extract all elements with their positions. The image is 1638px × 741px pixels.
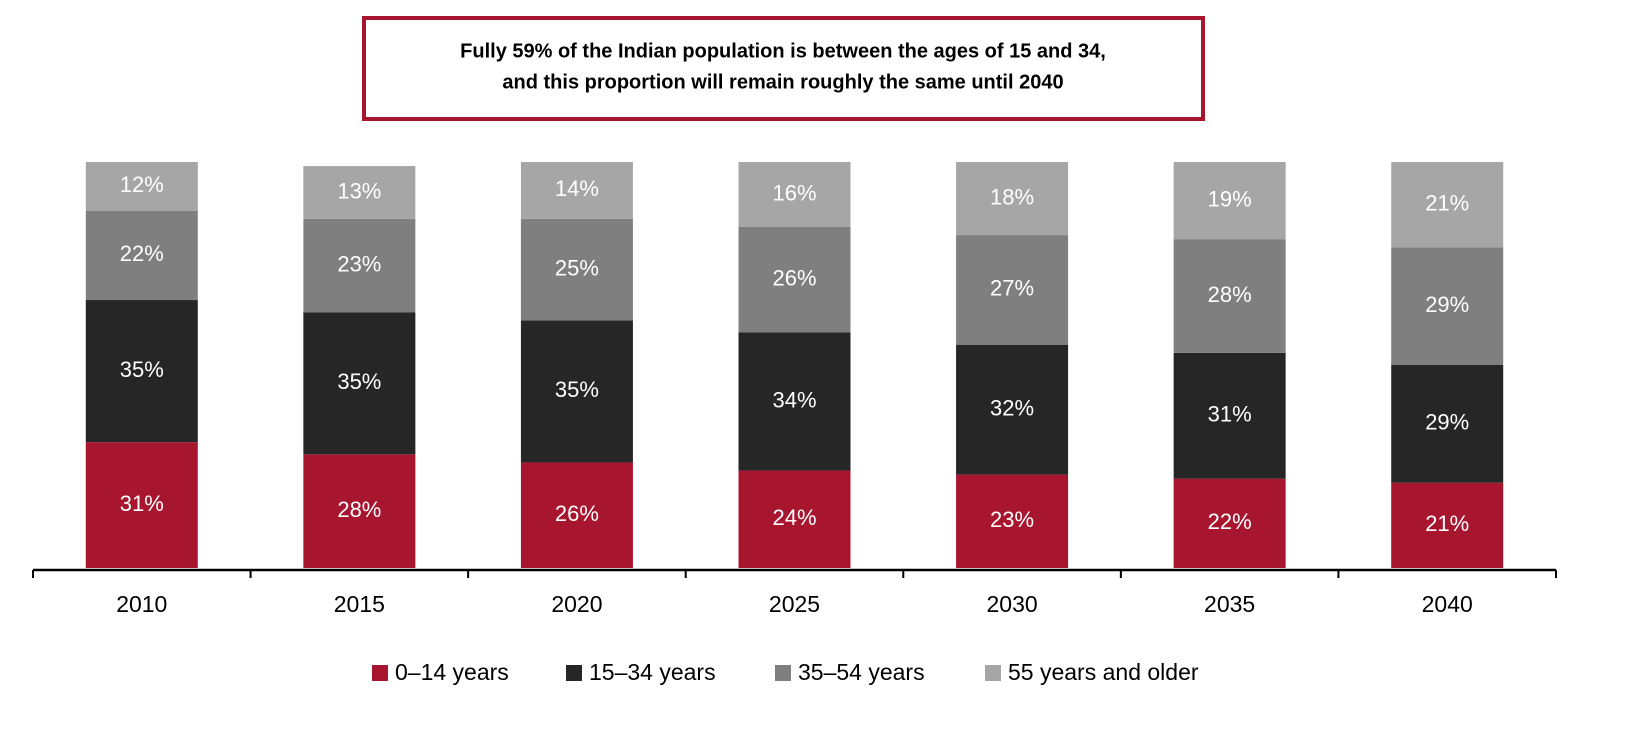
bar-segment [1173, 352, 1286, 479]
data-label: 12% [120, 172, 164, 197]
data-label: 35% [337, 369, 381, 394]
data-label: 31% [120, 491, 164, 516]
bar-segment [738, 162, 851, 227]
data-label: 26% [772, 266, 816, 291]
data-label: 22% [120, 241, 164, 266]
x-tick-label: 2030 [986, 591, 1037, 617]
bar-segment [85, 162, 198, 211]
legend-label: 35–54 years [798, 659, 925, 685]
data-label: 24% [772, 505, 816, 530]
data-label: 31% [1208, 402, 1252, 427]
legend-label: 55 years and older [1008, 659, 1199, 685]
legend-swatch [372, 665, 388, 681]
legend-swatch [566, 665, 582, 681]
bar-segment [1391, 482, 1504, 568]
bar-segment [85, 300, 198, 443]
bar-segment [303, 454, 416, 568]
bar-segment [1391, 365, 1504, 483]
data-label: 21% [1425, 190, 1469, 215]
data-label: 27% [990, 276, 1034, 301]
legend-swatch [775, 665, 791, 681]
bar-segment [1391, 247, 1504, 365]
data-label: 18% [990, 184, 1034, 209]
bar-segment [738, 226, 851, 333]
legend-label: 15–34 years [589, 659, 716, 685]
bar-segment [85, 210, 198, 301]
legend-label: 0–14 years [395, 659, 509, 685]
x-tick-label: 2010 [116, 591, 167, 617]
data-label: 32% [990, 395, 1034, 420]
bar-segment [520, 462, 633, 568]
data-label: 34% [772, 387, 816, 412]
bar-segment [303, 166, 416, 219]
bar-segment [520, 320, 633, 463]
data-label: 13% [337, 178, 381, 203]
x-tick-label: 2035 [1204, 591, 1255, 617]
bar-segment [1173, 478, 1286, 568]
data-label: 19% [1208, 186, 1252, 211]
data-label: 23% [337, 251, 381, 276]
data-label: 25% [555, 255, 599, 280]
bar-segment [738, 470, 851, 568]
data-label: 14% [555, 176, 599, 201]
chart-title: Fully 59% of the Indian population is be… [460, 40, 1106, 62]
bar-segment [520, 218, 633, 321]
bar-segment [956, 162, 1069, 236]
bar-segment [738, 332, 851, 471]
title-box [362, 16, 1205, 121]
data-label: 29% [1425, 292, 1469, 317]
data-label: 28% [1208, 282, 1252, 307]
bar-segment [303, 312, 416, 455]
bar-segment [1173, 162, 1286, 240]
bar-segment [520, 162, 633, 219]
bar-segment [956, 474, 1069, 568]
x-tick-label: 2020 [551, 591, 602, 617]
data-label: 28% [337, 497, 381, 522]
bar-segment [85, 442, 198, 568]
chart-title: and this proportion will remain roughly … [502, 71, 1063, 93]
x-tick-label: 2040 [1422, 591, 1473, 617]
data-label: 23% [990, 507, 1034, 532]
data-label: 21% [1425, 511, 1469, 536]
bar-segment [1391, 162, 1504, 248]
x-tick-label: 2025 [769, 591, 820, 617]
bar-segment [303, 218, 416, 313]
data-label: 26% [555, 501, 599, 526]
x-tick-label: 2015 [334, 591, 385, 617]
data-label: 35% [555, 377, 599, 402]
bar-segment [956, 344, 1069, 475]
bar-segment [1173, 239, 1286, 353]
bar-segment [956, 235, 1069, 345]
data-label: 16% [772, 180, 816, 205]
data-label: 35% [120, 357, 164, 382]
data-label: 29% [1425, 410, 1469, 435]
data-label: 22% [1208, 509, 1252, 534]
legend-swatch [985, 665, 1001, 681]
